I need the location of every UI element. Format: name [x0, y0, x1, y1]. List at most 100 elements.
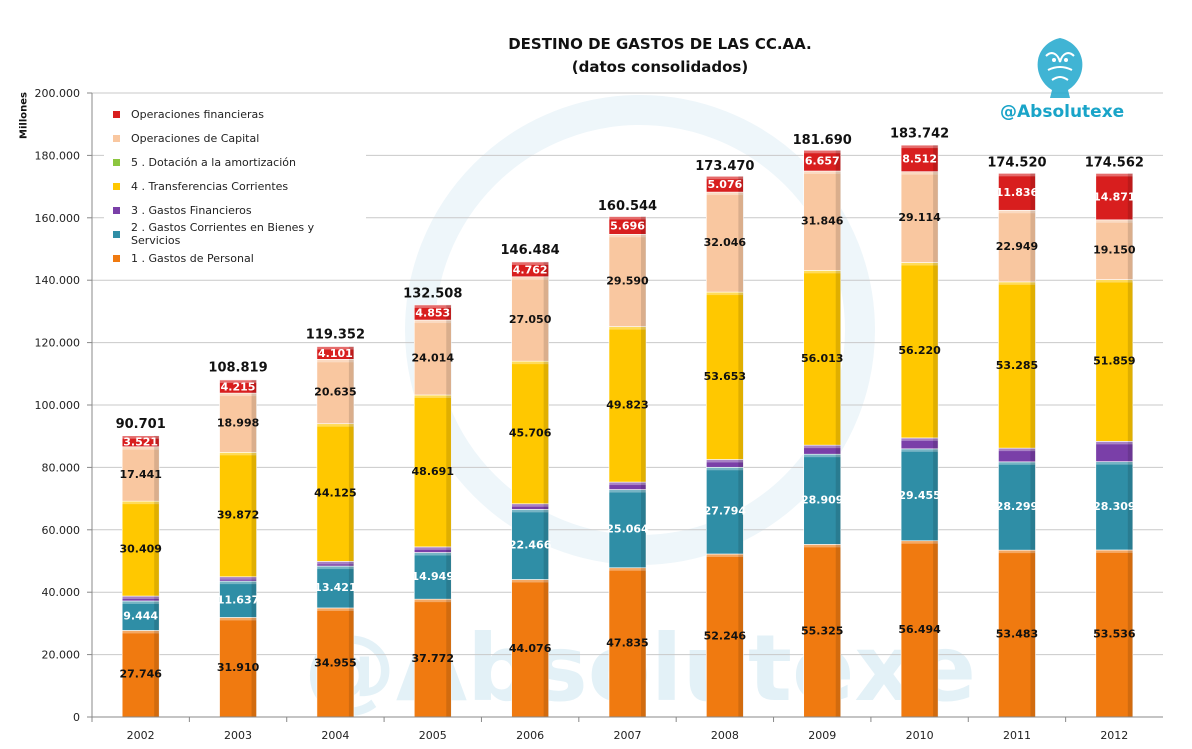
y-tick-label: 160.000 [35, 212, 81, 225]
bar-segment-shade [738, 553, 744, 717]
bar-segment-highlight [706, 292, 744, 296]
bar-segment-highlight [803, 150, 841, 154]
bar-segment [511, 509, 549, 580]
bar-segment-shade [446, 546, 452, 553]
bar-segment [608, 489, 647, 569]
bar-segment-highlight [901, 262, 939, 266]
data-label: 39.872 [217, 509, 259, 522]
bar-segment [608, 567, 647, 718]
y-tick-label: 80.000 [42, 461, 81, 474]
y-tick-label: 100.000 [35, 399, 81, 412]
legend-swatch [113, 182, 120, 190]
data-label: 27.050 [509, 313, 552, 326]
bar-segment-highlight [316, 561, 354, 565]
bar-segment [608, 326, 647, 483]
bar-segment [413, 304, 452, 321]
legend-item: Operaciones financieras [104, 102, 366, 126]
bar-segment-shade [543, 261, 549, 277]
y-tick-label: 40.000 [42, 586, 81, 599]
bar-segment [316, 359, 355, 425]
bar-segment-highlight [998, 448, 1036, 452]
bar-segment [316, 607, 355, 718]
bar-segment-shade [1030, 448, 1036, 462]
data-label: 29.455 [898, 489, 940, 502]
bar-segment-shade [446, 394, 452, 547]
y-tick-label: 180.000 [35, 149, 81, 162]
data-label: 53.653 [704, 370, 746, 383]
x-tick-label: 2005 [419, 729, 447, 742]
bar-segment-highlight [316, 566, 354, 570]
bar-segment [1095, 219, 1134, 280]
bar-segment-shade [348, 423, 354, 562]
bar-segment-highlight [122, 600, 160, 604]
bar-segment-highlight [414, 304, 452, 308]
data-label: 34.955 [314, 656, 356, 669]
bar-segment-highlight [316, 359, 354, 363]
bar-segment [219, 379, 257, 394]
x-tick-labels: 2002 2003 2004 2005 2006 2007 2008 2009 2010 2011… [91, 717, 1128, 742]
bar-segment [998, 209, 1036, 283]
bar-segment [998, 173, 1036, 211]
bar-segment [706, 191, 744, 293]
bar-segment-highlight [803, 454, 841, 458]
bar-segment-shade [835, 445, 841, 455]
legend-swatch [113, 230, 120, 238]
bar-segment-highlight [1095, 219, 1133, 223]
data-label: 14.949 [412, 570, 454, 583]
legend-item: Operaciones de Capital [104, 126, 366, 150]
total-label: 146.484 [501, 243, 560, 258]
bar-segment-shade [1127, 441, 1133, 462]
bar-segment-highlight [803, 445, 841, 449]
bar-segment-highlight [316, 607, 354, 611]
bar-segment-highlight [1095, 549, 1133, 553]
bar-segment-shade [251, 379, 257, 394]
data-label: 20.635 [314, 386, 356, 399]
bar-segment-highlight [1095, 173, 1133, 177]
data-label: 30.409 [119, 543, 161, 556]
data-label: 44.125 [314, 487, 356, 500]
bar-segment-highlight [901, 145, 939, 149]
data-label: 22.466 [509, 538, 552, 551]
legend-swatch [113, 254, 120, 262]
legend-label: Operaciones de Capital [131, 131, 260, 145]
bar-segment-highlight [609, 234, 646, 238]
chart-title: DESTINO DE GASTOS DE LAS CC.AA. [508, 35, 812, 53]
bar-segment-shade [641, 234, 646, 327]
bar-segment-highlight [706, 553, 744, 557]
bar-segment-highlight [511, 509, 549, 513]
bar-segment [511, 360, 549, 505]
bar-segment-shade [446, 599, 452, 717]
bar-segment [413, 552, 452, 600]
bar-segment-shade [154, 446, 160, 502]
bar-segment [219, 617, 257, 718]
bar-segment [1095, 279, 1134, 442]
y-tick-label: 20.000 [42, 649, 81, 662]
bar-segment [706, 553, 744, 718]
data-label: 56.494 [898, 623, 941, 636]
bar-segment-highlight [122, 501, 160, 505]
data-label: 32.046 [704, 236, 747, 249]
bar-segment-highlight [803, 544, 841, 548]
data-label: 11.836 [996, 186, 1039, 199]
total-label: 108.819 [208, 360, 267, 375]
bar-segment-highlight [414, 599, 452, 603]
legend-label: 4 . Transferencias Corrientes [131, 179, 289, 193]
bar-segment-highlight [609, 216, 646, 220]
legend-label: 1 . Gastos de Personal [131, 251, 254, 265]
data-label: 19.150 [1093, 244, 1136, 257]
legend-label: 2 . Gastos Corrientes en Bienes y Servic… [130, 221, 315, 247]
data-label: 13.421 [314, 581, 356, 594]
bar-segment-shade [738, 176, 744, 193]
legend-item: 3 . Gastos Financieros [104, 198, 366, 222]
bar-segment-shade [1030, 281, 1036, 449]
data-label: 5.696 [610, 219, 645, 232]
y-axis-label: Millones [18, 92, 30, 139]
bar-segment-highlight [609, 326, 646, 330]
bar-segment-shade [641, 216, 646, 235]
bar-segment [998, 461, 1036, 551]
bar-segment-shade [641, 489, 646, 568]
bar-segment-shade [251, 393, 257, 453]
bar-segment-shade [835, 270, 841, 446]
bar-segment [706, 466, 744, 555]
